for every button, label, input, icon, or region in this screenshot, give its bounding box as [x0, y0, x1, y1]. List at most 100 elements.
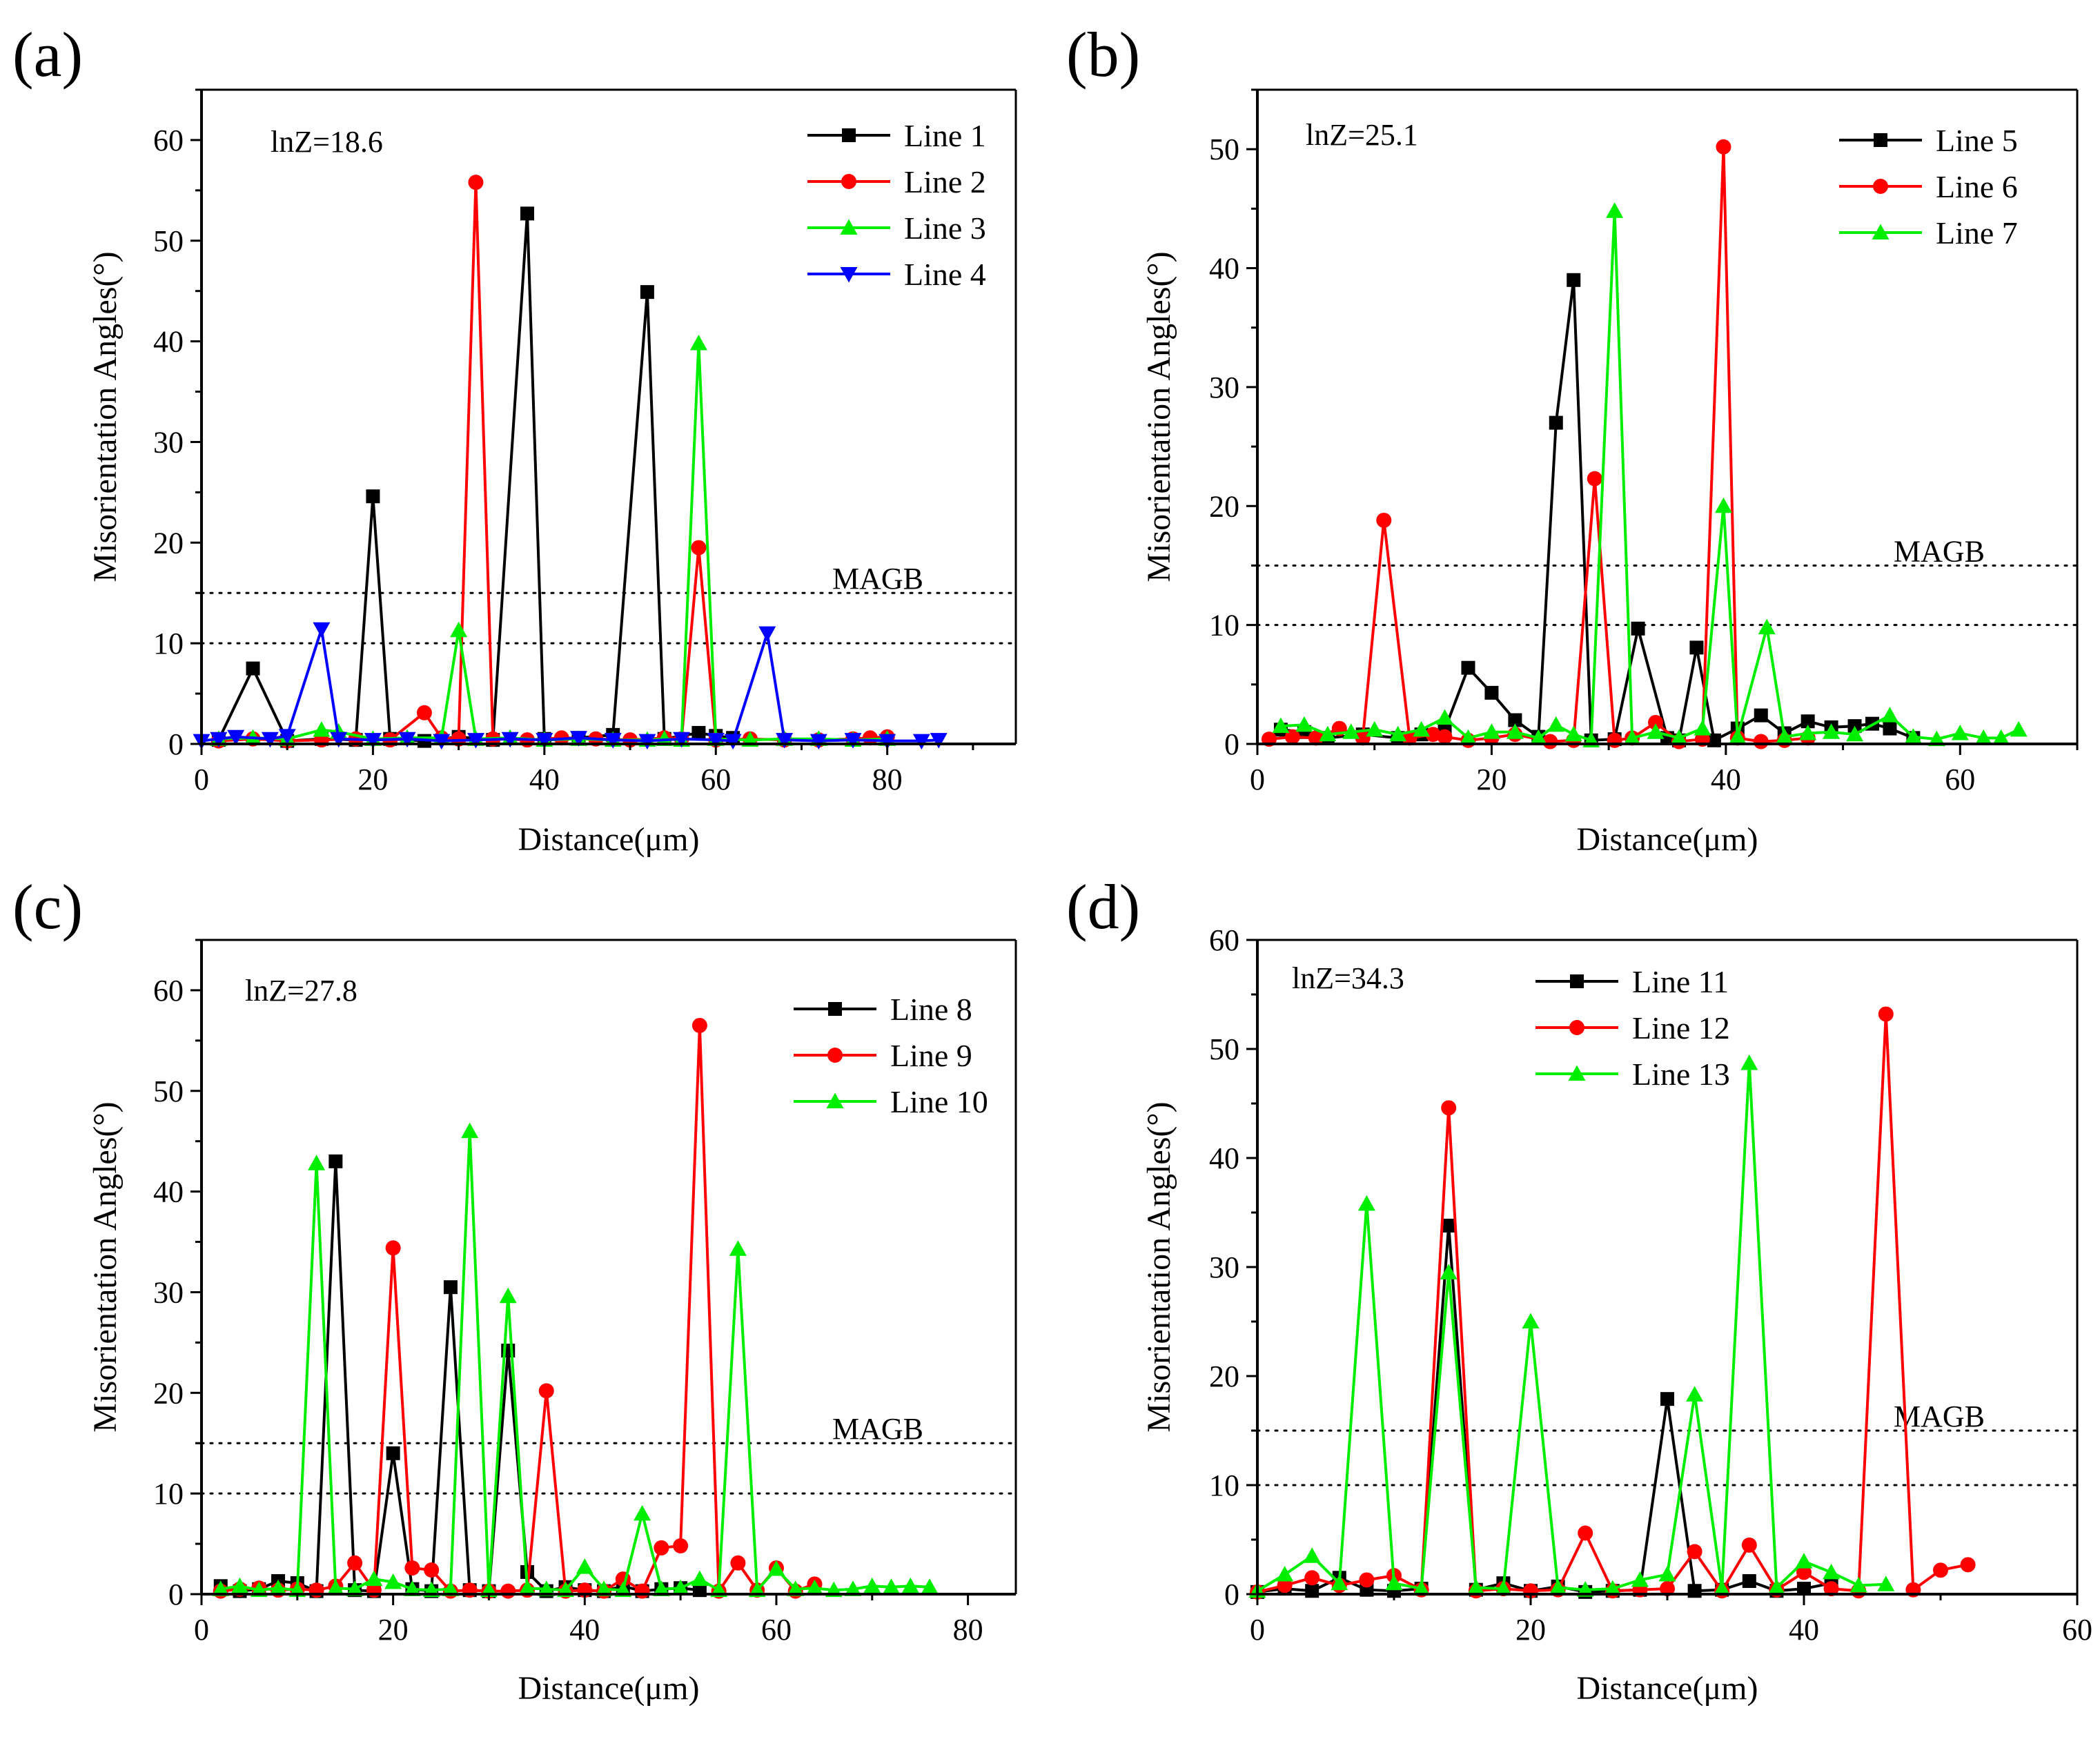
legend-marker	[1874, 133, 1887, 147]
data-point	[1797, 1582, 1811, 1596]
series-line	[201, 629, 939, 743]
x-axis-title: Distance(μm)	[518, 1670, 700, 1707]
data-point	[443, 1280, 458, 1295]
data-point	[1631, 1571, 1649, 1587]
data-point	[921, 1578, 939, 1594]
data-point	[210, 732, 228, 748]
data-point	[1951, 724, 1969, 740]
y-tick-label: 30	[153, 1275, 184, 1309]
data-point	[1606, 202, 1624, 218]
data-point	[1795, 1553, 1813, 1569]
legend-marker	[1873, 179, 1888, 194]
lnz-annotation: lnZ=27.8	[245, 974, 357, 1008]
data-point	[758, 626, 776, 642]
legend-label: Line 6	[1936, 169, 2018, 204]
data-point	[231, 1577, 249, 1593]
data-point	[1547, 716, 1565, 732]
data-point	[1284, 729, 1300, 745]
data-point	[1587, 471, 1602, 487]
data-point	[1881, 707, 1898, 723]
lnz-annotation: lnZ=18.6	[271, 125, 383, 159]
data-point	[1437, 729, 1453, 745]
legend-item: Line 11	[1535, 964, 1729, 999]
y-tick-label: 0	[168, 1578, 184, 1611]
legend-marker	[1570, 974, 1584, 988]
x-tick-label: 20	[378, 1613, 409, 1647]
lnz-annotation: lnZ=34.3	[1292, 961, 1404, 995]
legend-marker	[840, 219, 858, 235]
y-tick-label: 20	[1209, 1360, 1239, 1393]
data-point	[707, 733, 725, 749]
series-line	[217, 213, 734, 743]
data-point	[1694, 720, 1711, 736]
data-point	[1304, 1570, 1320, 1586]
data-point	[1355, 730, 1371, 746]
legend-marker	[828, 1002, 842, 1016]
legend-label: Line 4	[904, 257, 986, 292]
data-point	[1753, 734, 1769, 749]
x-tick-label: 80	[872, 763, 903, 796]
series-line-4	[193, 622, 948, 750]
data-point	[1933, 1562, 1948, 1578]
legend-marker	[827, 1048, 843, 1063]
data-point	[767, 1560, 785, 1576]
data-point	[1305, 1584, 1319, 1598]
series-line-1	[211, 206, 740, 748]
y-tick-label: 30	[153, 425, 184, 459]
data-point	[691, 1570, 709, 1587]
data-point	[246, 661, 260, 676]
data-point	[787, 1580, 805, 1596]
data-point	[1319, 725, 1337, 742]
data-point	[384, 1573, 402, 1589]
data-point	[883, 1578, 901, 1594]
x-tick-label: 40	[1711, 763, 1741, 796]
data-point	[1272, 717, 1290, 734]
data-point	[227, 729, 245, 746]
data-point	[809, 734, 827, 750]
legend-label: Line 10	[890, 1084, 988, 1119]
legend-item: Line 12	[1535, 1010, 1730, 1046]
data-point	[1740, 1054, 1758, 1070]
legend-label: Line 12	[1632, 1010, 1730, 1046]
legend-item: Line 6	[1839, 169, 2018, 204]
data-point	[538, 1383, 554, 1399]
data-point	[1549, 415, 1563, 430]
data-point	[365, 1570, 383, 1587]
data-point	[1461, 660, 1475, 675]
legend-item: Line 13	[1535, 1057, 1730, 1092]
x-tick-label: 60	[2062, 1613, 2092, 1647]
magb-label: MAGB	[832, 1412, 923, 1446]
data-point	[347, 1555, 363, 1571]
series-line-9	[213, 1017, 823, 1599]
data-point	[404, 1560, 420, 1576]
data-point	[1714, 497, 1732, 513]
data-point	[844, 1580, 862, 1596]
legend-marker	[1568, 1065, 1586, 1081]
data-point	[269, 1579, 287, 1596]
data-point	[1716, 139, 1731, 155]
data-point	[346, 1580, 364, 1596]
data-point	[1277, 1578, 1293, 1593]
legend-item: Line 3	[807, 210, 986, 246]
data-point	[691, 540, 707, 556]
data-point	[501, 732, 519, 748]
data-point	[386, 1446, 400, 1460]
legend-marker	[842, 128, 856, 142]
data-point	[1542, 734, 1558, 749]
data-point	[326, 1579, 344, 1596]
y-tick-label: 20	[1209, 489, 1239, 523]
y-tick-label: 60	[153, 124, 184, 157]
legend-label: Line 9	[890, 1038, 972, 1073]
data-point	[805, 1579, 823, 1596]
data-point	[604, 733, 622, 749]
data-point	[673, 1538, 689, 1553]
data-point	[308, 1155, 326, 1170]
y-tick-label: 50	[1209, 1032, 1239, 1066]
legend-label: Line 2	[904, 164, 986, 199]
data-point	[1459, 729, 1477, 745]
data-point	[1960, 1557, 1976, 1573]
data-point	[442, 1580, 460, 1596]
series-line	[1268, 146, 1808, 743]
data-point	[691, 1017, 707, 1033]
data-point	[576, 1558, 593, 1574]
